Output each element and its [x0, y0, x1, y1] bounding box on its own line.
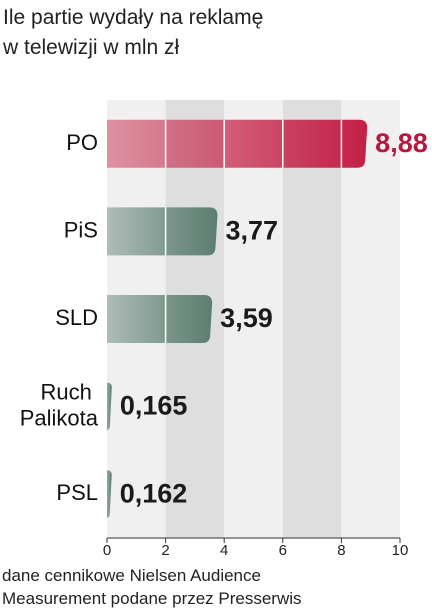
band	[224, 100, 283, 538]
category-label: PO	[66, 130, 98, 155]
band	[341, 100, 400, 538]
x-tick-label: 2	[161, 542, 169, 559]
value-label: 3,59	[220, 303, 273, 333]
x-tick-label: 8	[337, 542, 345, 559]
bar	[107, 207, 218, 256]
x-tick-label: 0	[103, 542, 111, 559]
x-tick-label: 4	[220, 542, 228, 559]
category-label: SLD	[55, 305, 98, 330]
chart-title: Ile partie wydały na reklamę w telewizji…	[2, 6, 269, 59]
bar	[105, 382, 112, 431]
source-note: dane cennikowe Nielsen Audience Measurem…	[2, 566, 302, 608]
bar	[105, 470, 112, 519]
x-tick-label: 6	[279, 542, 287, 559]
x-tick-label: 10	[392, 542, 409, 559]
band	[282, 100, 342, 538]
bar	[107, 295, 213, 343]
value-label: 3,77	[225, 216, 278, 246]
category-label: Ruch Palikota	[20, 379, 99, 430]
value-label: 0,165	[120, 391, 188, 421]
bar	[107, 119, 368, 168]
category-label: PSL	[56, 480, 98, 505]
value-label: 8,88	[375, 128, 428, 158]
category-label: PiS	[64, 217, 98, 242]
value-label: 0,162	[120, 478, 188, 508]
